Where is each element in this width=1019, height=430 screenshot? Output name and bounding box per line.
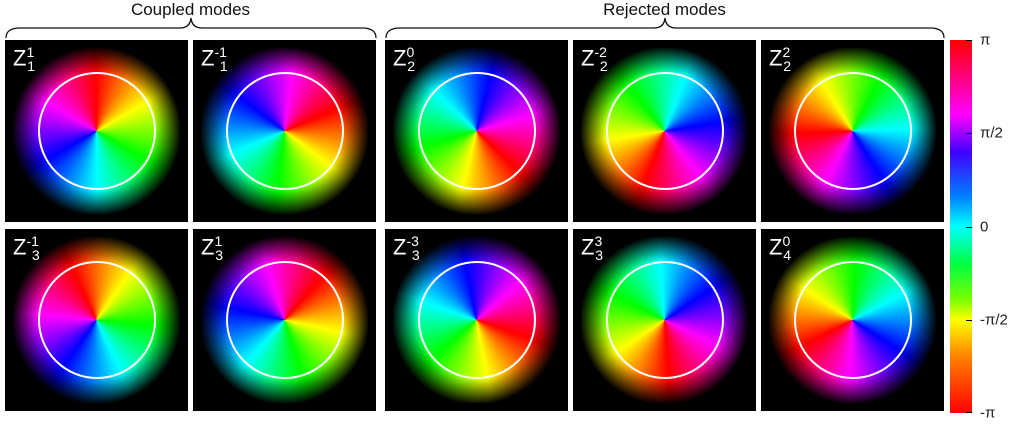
aperture-circle [794, 261, 912, 379]
mode-sub: 2 [600, 58, 608, 74]
mode-sub: 2 [407, 58, 415, 74]
mode-base: Z [581, 45, 594, 70]
mode-label: Z33 [581, 233, 603, 263]
phase-panel: Z22 [761, 40, 944, 222]
aperture-circle [226, 261, 344, 379]
mode-base: Z [393, 45, 406, 70]
phase-panel: Z-33 [385, 229, 568, 411]
mode-base: Z [201, 234, 214, 259]
colorbar-tick [966, 133, 972, 134]
mode-base: Z [201, 45, 214, 70]
colorbar-tick-label: 0 [980, 218, 988, 235]
colorbar-tick-label: π [980, 32, 990, 49]
phase-panel: Z33 [573, 229, 756, 411]
figure: Coupled modes Rejected modes Z11Z-11Z02Z… [0, 0, 1019, 430]
mode-label: Z22 [769, 44, 791, 74]
aperture-circle [606, 72, 724, 190]
mode-sub: 3 [412, 247, 420, 263]
phase-panel: Z04 [761, 229, 944, 411]
colorbar-tick [966, 40, 972, 41]
colorbar-tick-label: π/2 [980, 125, 1003, 142]
colorbar-tick-label: -π [980, 405, 995, 422]
colorbar-tick-label: -π/2 [980, 311, 1008, 328]
mode-label: Z13 [201, 233, 223, 263]
mode-label: Z-33 [393, 233, 420, 263]
mode-label: Z11 [13, 44, 35, 74]
aperture-circle [606, 261, 724, 379]
phase-panel: Z-11 [193, 40, 376, 222]
aperture-circle [38, 72, 156, 190]
mode-label: Z-22 [581, 44, 608, 74]
aperture-circle [794, 72, 912, 190]
group-label: Rejected modes [385, 0, 944, 20]
mode-base: Z [13, 234, 26, 259]
mode-sub: 3 [595, 247, 603, 263]
colorbar-tick [966, 412, 972, 413]
mode-label: Z-11 [201, 44, 228, 74]
group-label: Coupled modes [5, 0, 376, 20]
aperture-circle [418, 72, 536, 190]
mode-base: Z [769, 45, 782, 70]
mode-sub: 3 [32, 247, 40, 263]
mode-base: Z [13, 45, 26, 70]
phase-panel: Z-22 [573, 40, 756, 222]
mode-label: Z02 [393, 44, 415, 74]
colorbar-tick [966, 227, 972, 228]
mode-base: Z [393, 234, 406, 259]
mode-base: Z [769, 234, 782, 259]
phase-panel: Z-13 [5, 229, 188, 411]
mode-sub: 1 [27, 58, 35, 74]
mode-sub: 3 [215, 247, 223, 263]
mode-sub: 1 [220, 58, 228, 74]
mode-label: Z-13 [13, 233, 40, 263]
mode-label: Z04 [769, 233, 791, 263]
aperture-circle [38, 261, 156, 379]
mode-sub: 2 [783, 58, 791, 74]
mode-base: Z [581, 234, 594, 259]
mode-sub: 4 [783, 247, 791, 263]
phase-panel: Z11 [5, 40, 188, 222]
phase-panel: Z13 [193, 229, 376, 411]
phase-panel: Z02 [385, 40, 568, 222]
aperture-circle [226, 72, 344, 190]
aperture-circle [418, 261, 536, 379]
colorbar-tick [966, 320, 972, 321]
